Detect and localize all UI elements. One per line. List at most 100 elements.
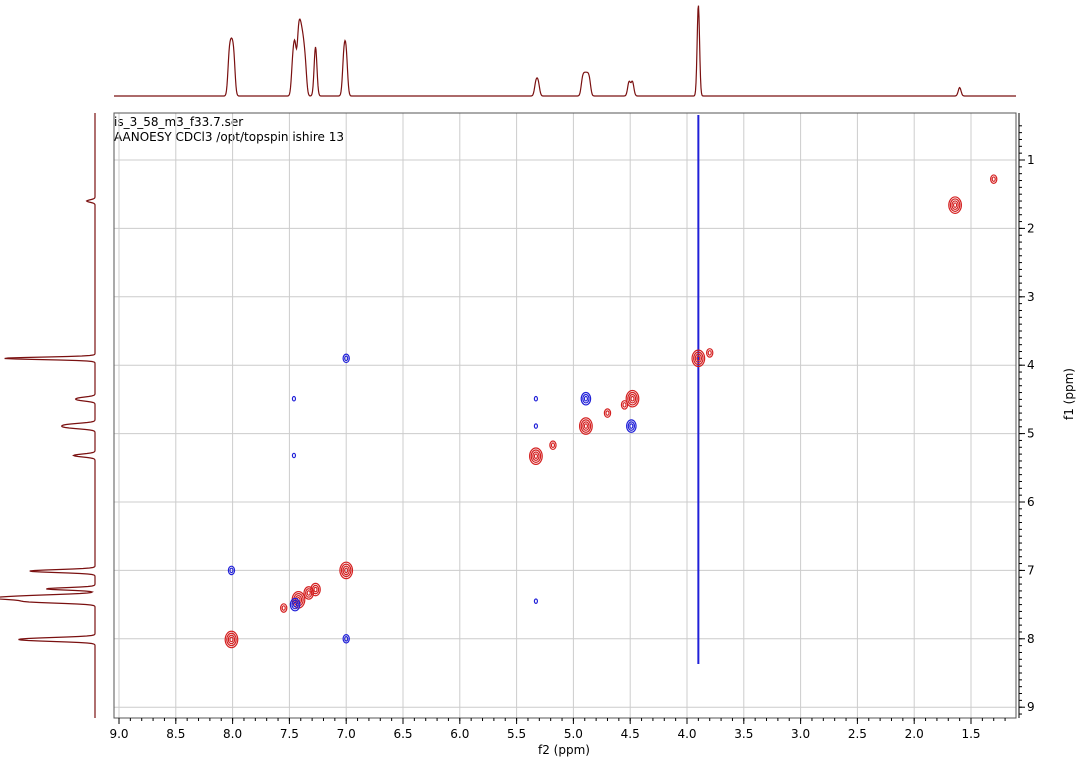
positive-cross-peak: [549, 440, 557, 451]
axes: 9.0 8.5 8.0 7.5 7.0 6.5 6.0 5.5 5.0 4.5 4.0 3.5 3.0 2…: [109, 112, 1035, 741]
contour-ring: [629, 423, 634, 429]
cross-peaks: [224, 115, 998, 664]
positive-cross-peak: [303, 586, 315, 600]
positive-cross-peak: [529, 447, 543, 465]
contour-ring: [952, 202, 958, 208]
contour-ring: [706, 348, 714, 358]
contour-ring: [694, 353, 703, 364]
contour-ring: [340, 563, 352, 578]
contour-ring: [696, 355, 701, 362]
contour-ring: [549, 440, 557, 451]
positive-cross-peak: [990, 174, 998, 184]
contour-ring: [226, 632, 237, 647]
x-tick-label: 8.5: [166, 727, 185, 741]
contour-ring: [227, 634, 236, 645]
y-tick-label: 3: [1027, 290, 1035, 304]
y-tick-label: 6: [1027, 495, 1035, 509]
contour-ring: [603, 408, 612, 418]
y-tick-label: 1: [1027, 153, 1035, 167]
x-tick-label: 6.0: [450, 727, 469, 741]
positive-cross-peak: [625, 389, 640, 408]
y-tick-label: 7: [1027, 563, 1035, 577]
contour-ring: [292, 601, 298, 608]
contour-ring: [583, 395, 588, 402]
positive-cross-peak: [339, 561, 354, 580]
x-tick-label: 5.5: [507, 727, 526, 741]
positive-cross-peak: [224, 630, 239, 649]
contour-ring: [344, 635, 349, 642]
contour-ring: [313, 586, 318, 593]
contour-ring: [532, 451, 540, 461]
title-line-1: is_3_58_m3_f33.7.ser: [114, 115, 244, 129]
contour-ring: [224, 630, 239, 649]
contour-ring: [229, 567, 234, 574]
negative-cross-peak: [626, 419, 637, 433]
contour-ring: [344, 567, 349, 574]
contour-ring: [533, 598, 539, 604]
plot-frame: [113, 112, 1017, 719]
x-tick-label: 4.5: [621, 727, 640, 741]
contour-ring: [289, 597, 301, 612]
contour-ring: [990, 174, 998, 184]
x-tick-label: 4.0: [677, 727, 696, 741]
contour-ring: [291, 395, 297, 402]
x-tick-label: 2.0: [905, 727, 924, 741]
x-tick-label: 8.0: [223, 727, 242, 741]
x-tick-label: 5.0: [564, 727, 583, 741]
contour-ring: [306, 590, 311, 596]
positive-cross-peak: [948, 196, 962, 214]
negative-cross-peak: [291, 395, 297, 402]
positive-cross-peak: [706, 348, 714, 358]
x-axis-label: f2 (ppm): [538, 743, 590, 757]
contour-ring: [296, 597, 301, 603]
contour-ring: [342, 565, 350, 576]
contour-ring: [550, 442, 556, 449]
positive-cross-peak: [691, 349, 706, 368]
contour-ring: [227, 565, 236, 576]
contour-ring: [291, 452, 297, 459]
negative-cross-peak: [533, 395, 539, 402]
negative-cross-peak: [533, 423, 539, 429]
y-tick-label: 5: [1027, 427, 1035, 441]
contour-ring: [344, 355, 349, 362]
contour-ring: [628, 393, 637, 404]
negative-cross-peak: [342, 353, 350, 364]
contour-ring: [529, 447, 543, 465]
contour-ring: [949, 198, 961, 212]
contour-ring: [533, 453, 539, 459]
contour-ring: [280, 603, 288, 613]
contour-ring: [291, 599, 299, 610]
y-tick-label: 8: [1027, 632, 1035, 646]
contour-ring: [691, 349, 706, 368]
contour-ring: [580, 391, 592, 406]
contour-ring: [951, 200, 959, 210]
contour-ring: [229, 636, 234, 643]
x-tick-label: 7.0: [337, 727, 356, 741]
x-tick-label: 3.0: [791, 727, 810, 741]
contour-ring: [305, 588, 313, 598]
y-tick-label: 4: [1027, 358, 1035, 372]
negative-cross-peak: [289, 597, 301, 612]
contour-ring: [281, 605, 286, 611]
projections: [0, 5, 1016, 718]
contour-ring: [342, 633, 350, 644]
title-line-2: AANOESY CDCl3 /opt/topspin ishire 13: [114, 130, 344, 144]
contour-ring: [583, 423, 588, 429]
contour-ring: [582, 421, 590, 431]
contour-ring: [948, 196, 962, 214]
x-tick-label: 3.5: [734, 727, 753, 741]
positive-cross-peak: [280, 603, 288, 613]
contour-ring: [342, 353, 350, 364]
contour-ring: [630, 395, 635, 402]
grid-lines: [114, 113, 1016, 718]
x-tick-label: 2.5: [848, 727, 867, 741]
negative-cross-peak: [342, 633, 350, 644]
left-projection-spectrum: [0, 113, 96, 718]
contour-ring: [991, 176, 996, 182]
negative-cross-peak: [291, 452, 297, 459]
contour-ring: [627, 391, 638, 406]
negative-cross-peak: [580, 391, 592, 406]
contour-ring: [533, 423, 539, 429]
contour-ring: [530, 449, 542, 463]
x-tick-label: 6.5: [393, 727, 412, 741]
